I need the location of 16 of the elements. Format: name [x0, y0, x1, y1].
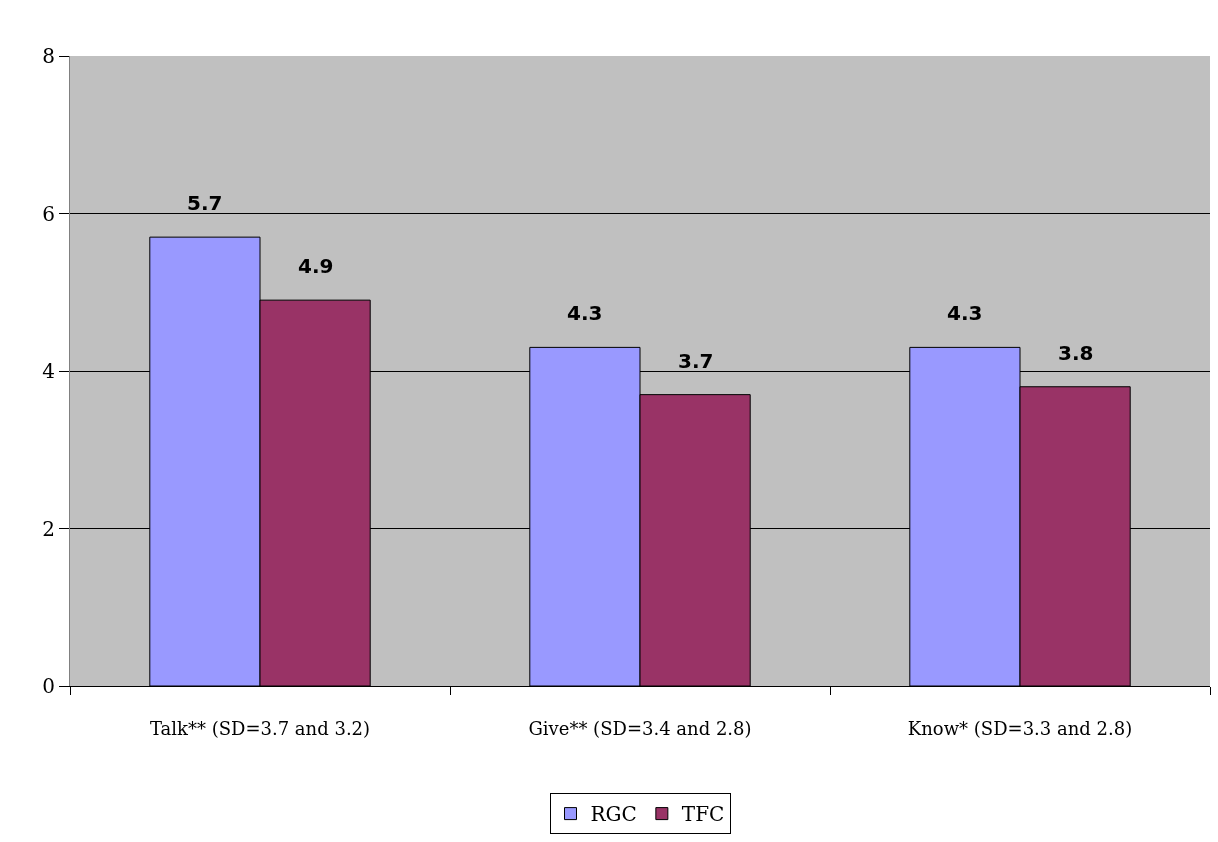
data-label: 4.9: [298, 254, 334, 278]
data-label: 4.3: [947, 301, 983, 325]
data-label: 3.8: [1058, 341, 1094, 365]
y-tick-label: 6: [42, 201, 55, 226]
x-tick-label: Talk** (SD=3.7 and 3.2): [149, 717, 371, 739]
data-label: 3.7: [678, 349, 714, 373]
legend-label: TFC: [681, 802, 725, 827]
y-tick-label: 0: [42, 674, 55, 698]
y-tick-label: 4: [42, 359, 55, 383]
x-tick-label: Give** (SD=3.4 and 2.8): [528, 717, 752, 739]
data-label: 5.7: [187, 191, 223, 215]
x-tick-label: Know* (SD=3.3 and 2.8): [907, 717, 1133, 739]
y-tick-label: 2: [42, 516, 55, 541]
legend-label: RGC: [590, 802, 637, 827]
y-tick-label: 8: [42, 44, 55, 68]
data-label: 4.3: [567, 301, 603, 325]
